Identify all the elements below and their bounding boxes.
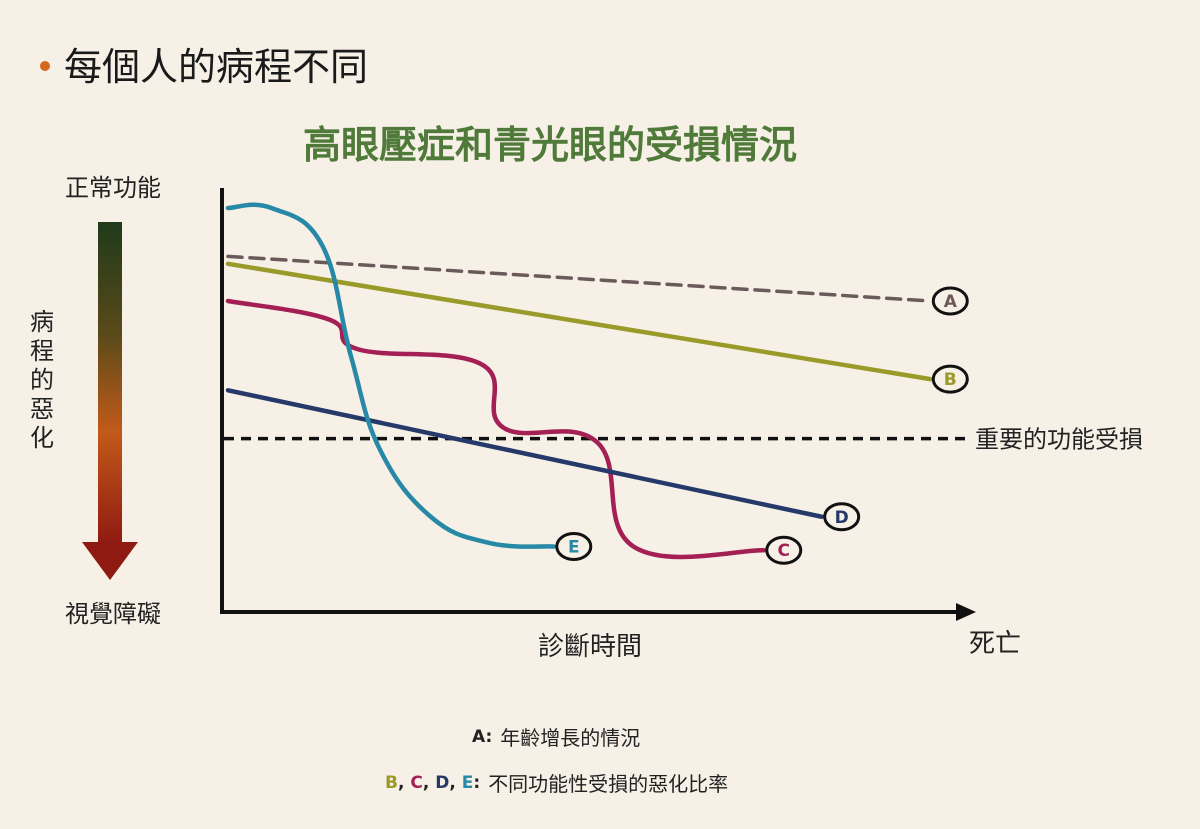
series-a-label: A: [931, 286, 969, 316]
slide-bullet: 每個人的病程不同: [40, 36, 368, 91]
note-bcde-text: 不同功能性受損的惡化比率: [488, 772, 729, 796]
y-bottom-label: 視覺障礙: [65, 600, 161, 628]
bullet-text: 每個人的病程不同: [64, 45, 369, 89]
note-bcde-tag: B, C, D, E:: [385, 772, 481, 793]
y-top-label: 正常功能: [65, 174, 161, 202]
series-b-label: B: [931, 364, 969, 394]
series-layer: A B C D E: [225, 202, 969, 565]
severity-arrow-shaft: [98, 222, 122, 544]
svg-text:E: E: [568, 538, 580, 558]
series-e-label: E: [555, 532, 593, 562]
series-a-line: [226, 254, 933, 303]
svg-text:A: A: [944, 292, 958, 312]
svg-text:C: C: [778, 541, 790, 561]
series-c-line: [225, 298, 767, 560]
x-axis-arrow-icon: [956, 603, 976, 621]
severity-arrow-head: [82, 542, 138, 580]
series-b-line: [225, 261, 933, 382]
series-e-line: [225, 202, 557, 549]
chart-title: 高眼壓症和青光眼的受損情況: [303, 123, 797, 167]
series-d-label: D: [823, 502, 861, 532]
x-axis-end-label: 死亡: [969, 629, 1021, 659]
x-axis-label: 診斷時間: [538, 632, 642, 662]
series-c-label: C: [765, 535, 803, 565]
threshold-label: 重要的功能受損: [975, 426, 1143, 454]
note-a: A: 年齡增長的情況: [472, 722, 640, 751]
svg-text:B: B: [944, 370, 957, 390]
bullet-dot-icon: [40, 60, 50, 71]
svg-text:D: D: [835, 508, 849, 528]
note-a-tag: A:: [472, 726, 493, 747]
y-middle-label: 病程的惡化: [30, 308, 54, 452]
note-a-text: 年齡增長的情況: [500, 726, 641, 750]
note-bcde: B, C, D, E: 不同功能性受損的惡化比率: [385, 768, 728, 797]
series-d-line: [225, 388, 824, 520]
